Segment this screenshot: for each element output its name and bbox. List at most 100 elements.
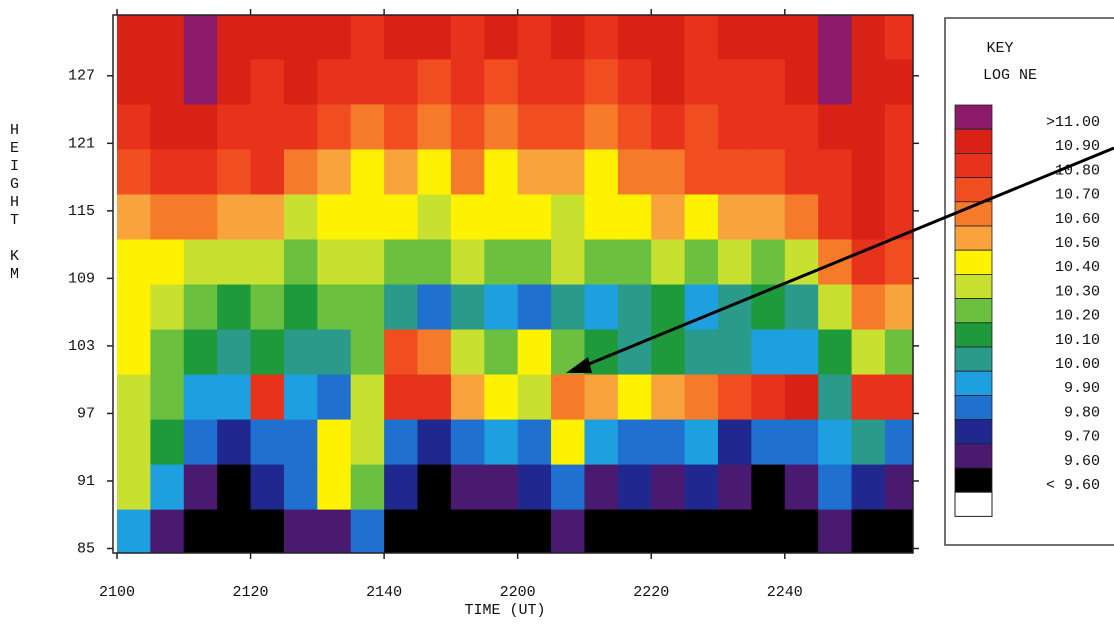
legend-label: 10.40 [1055,259,1100,276]
legend-swatch [954,298,993,324]
legend-title: KEY [986,40,1013,57]
heatmap-cell [784,284,819,330]
heatmap-cell [851,148,886,195]
heatmap-cell [150,374,185,420]
heatmap-cell [117,329,151,375]
heatmap-cell [317,148,352,195]
legend-swatch [954,152,993,178]
heatmap-cell [450,509,485,553]
heatmap-cell [317,193,352,240]
y-axis-label: HEIGHT KM [6,122,23,284]
heatmap-cell [417,238,452,285]
heatmap-cell [551,284,585,330]
heatmap-cell [283,374,318,420]
heatmap-cell [250,419,285,465]
legend-label: 10.50 [1055,235,1100,252]
heatmap-cell [217,103,252,150]
heatmap-cell [283,284,318,330]
heatmap-cell [417,419,452,465]
heatmap-cell [551,103,585,150]
heatmap-cell [384,329,419,375]
heatmap-cell [183,284,218,330]
heatmap-cell [283,103,318,150]
y-tick-label: 103 [68,338,95,355]
plot-frame [112,14,914,554]
heatmap-cell [651,419,686,465]
heatmap-cell [851,284,886,330]
heatmap-cell [851,509,886,553]
heatmap-cell [684,58,719,105]
heatmap-cell [217,329,252,375]
legend-swatch [954,370,993,396]
legend-swatch [954,225,993,251]
heatmap-cell [751,464,786,510]
arrow-line [583,146,1114,368]
heatmap-cell [818,509,853,553]
arrow-head [566,357,592,373]
heatmap-cell [317,15,352,60]
heatmap-cell [651,464,686,510]
heatmap-cell [417,374,452,420]
legend-swatch [954,322,993,348]
heatmap-cell [651,374,686,420]
heatmap-cell [117,148,151,195]
heatmap-cell [384,148,419,195]
heatmap-cell [884,58,913,105]
heatmap-cell [350,284,385,330]
heatmap-cell [684,374,719,420]
heatmap-cell [784,464,819,510]
legend-swatch [954,128,993,154]
heatmap-cell [384,58,419,105]
heatmap-cell [818,103,853,150]
legend-label: 10.00 [1055,356,1100,373]
heatmap-cell [384,509,419,553]
heatmap-cell [851,103,886,150]
heatmap-cell [384,419,419,465]
heatmap-cell [684,15,719,60]
heatmap-cell [517,193,552,240]
heatmap-cell [718,419,752,465]
heatmap-cell [784,509,819,553]
heatmap-cell [617,15,652,60]
legend-label: < 9.60 [1046,477,1100,494]
heatmap-cell [250,238,285,285]
heatmap-cell [517,374,552,420]
heatmap-cell [684,148,719,195]
heatmap-cell [651,509,686,553]
heatmap-cell [651,15,686,60]
heatmap-cell [884,284,913,330]
heatmap-cell [551,419,585,465]
heatmap-cell [484,103,519,150]
heatmap-cell [350,374,385,420]
heatmap-cell [517,103,552,150]
heatmap-cell [818,464,853,510]
heatmap-cell [117,464,151,510]
heatmap-cell [718,238,752,285]
heatmap-cell [851,58,886,105]
heatmap-cell [718,284,752,330]
x-tick-label: 2220 [633,584,669,601]
heatmap-cell [818,148,853,195]
heatmap-cell [117,103,151,150]
heatmap-cell [551,464,585,510]
heatmap-cell [617,193,652,240]
heatmap-cell [751,374,786,420]
heatmap-cell [584,103,619,150]
heatmap-cell [818,419,853,465]
heatmap-cell [784,329,819,375]
heatmap-cell [217,238,252,285]
heatmap-cell [851,193,886,240]
heatmap-cell [584,284,619,330]
heatmap-cell [183,103,218,150]
heatmap-cell [551,15,585,60]
heatmap-cell [684,238,719,285]
heatmap-cell [450,329,485,375]
legend-swatch [954,273,993,299]
heatmap-cell [517,464,552,510]
heatmap-cell [450,148,485,195]
legend-subtitle: LOG NE [983,67,1037,84]
heatmap-cell [417,103,452,150]
heatmap-cell [784,148,819,195]
heatmap-cell [718,464,752,510]
